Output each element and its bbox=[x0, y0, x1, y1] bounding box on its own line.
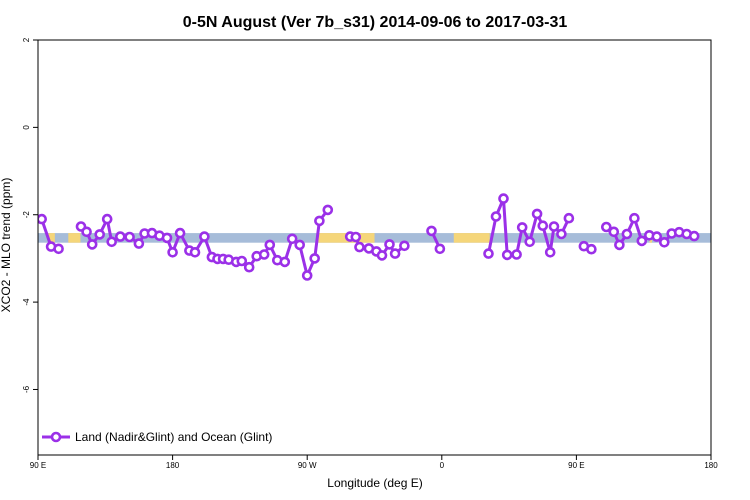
land-band-segment bbox=[48, 233, 55, 243]
x-tick-label: 90 E bbox=[30, 461, 46, 470]
data-point bbox=[434, 243, 446, 255]
data-point bbox=[101, 213, 113, 225]
data-point bbox=[174, 227, 186, 239]
data-point bbox=[490, 211, 502, 222]
y-axis: 2 0 -2 -4 -6 bbox=[22, 37, 38, 393]
data-point bbox=[516, 222, 528, 233]
data-point bbox=[264, 239, 276, 251]
data-point bbox=[81, 226, 92, 238]
data-point bbox=[106, 236, 117, 248]
data-point bbox=[161, 232, 173, 244]
data-point bbox=[636, 235, 648, 247]
plot-frame bbox=[37, 39, 712, 456]
x-tick-label: 90 W bbox=[298, 461, 317, 470]
data-point bbox=[389, 248, 401, 259]
data-point bbox=[608, 226, 620, 238]
legend-point-marker bbox=[50, 431, 62, 443]
y-tick-label: -2 bbox=[22, 211, 31, 219]
x-axis: 90 E 180 90 W 0 90 E 180 bbox=[30, 455, 718, 470]
data-point bbox=[124, 231, 135, 243]
y-tick-label: 0 bbox=[22, 125, 31, 130]
data-point bbox=[354, 241, 365, 253]
data-point bbox=[651, 231, 663, 242]
x-tick-label: 90 E bbox=[568, 461, 584, 470]
data-point bbox=[556, 228, 567, 240]
legend: Land (Nadir&Glint) and Ocean (Glint) bbox=[42, 430, 272, 444]
y-tick-label: 2 bbox=[22, 37, 31, 42]
data-point bbox=[350, 231, 362, 243]
land-band-segment bbox=[453, 233, 490, 243]
data-point bbox=[38, 213, 47, 225]
data-point bbox=[189, 247, 201, 258]
data-point bbox=[614, 239, 625, 251]
y-tick-label: -4 bbox=[22, 298, 31, 306]
data-point bbox=[322, 204, 334, 216]
data-point bbox=[524, 236, 536, 248]
data-point bbox=[399, 240, 410, 252]
data-point bbox=[314, 215, 325, 227]
x-axis-label: Longitude (deg E) bbox=[327, 476, 422, 490]
data-point bbox=[384, 239, 395, 250]
data-point bbox=[376, 250, 388, 261]
y-axis-label: XCO2 - MLO trend (ppm) bbox=[0, 178, 13, 313]
data-point bbox=[498, 193, 509, 204]
data-point bbox=[236, 255, 248, 267]
data-point bbox=[199, 231, 210, 242]
data-point bbox=[94, 229, 105, 240]
data-point bbox=[511, 249, 522, 260]
legend-label: Land (Nadir&Glint) and Ocean (Glint) bbox=[75, 430, 272, 444]
data-point bbox=[286, 233, 298, 245]
y-tick-label: -6 bbox=[22, 385, 31, 393]
data-point bbox=[115, 231, 126, 242]
data-point bbox=[501, 249, 513, 261]
data-point bbox=[294, 239, 306, 251]
data-point bbox=[688, 230, 700, 242]
data-point bbox=[658, 237, 670, 248]
data-point bbox=[600, 221, 612, 233]
x-tick-label: 180 bbox=[704, 461, 718, 470]
x-tick-label: 180 bbox=[166, 461, 180, 470]
data-point bbox=[483, 248, 494, 259]
data-point bbox=[586, 243, 597, 255]
data-point bbox=[53, 243, 64, 255]
data-point bbox=[279, 256, 291, 268]
chart-title: 0-5N August (Ver 7b_s31) 2014-09-06 to 2… bbox=[183, 14, 568, 31]
land-band-segment bbox=[68, 233, 81, 243]
data-point bbox=[301, 270, 313, 281]
data-point bbox=[629, 212, 640, 224]
data-point bbox=[86, 239, 98, 250]
data-point bbox=[563, 212, 575, 224]
data-point bbox=[167, 247, 178, 258]
data-point bbox=[544, 247, 556, 258]
data-point bbox=[133, 238, 145, 249]
data-point bbox=[531, 208, 543, 220]
data-point bbox=[537, 220, 549, 231]
data-point bbox=[426, 225, 437, 237]
data-point bbox=[548, 221, 560, 232]
data-point bbox=[258, 249, 270, 260]
x-tick-label: 0 bbox=[440, 461, 445, 470]
data-point bbox=[243, 261, 255, 273]
data-point bbox=[621, 228, 633, 240]
data-point bbox=[309, 253, 321, 264]
series-layer bbox=[38, 193, 700, 281]
